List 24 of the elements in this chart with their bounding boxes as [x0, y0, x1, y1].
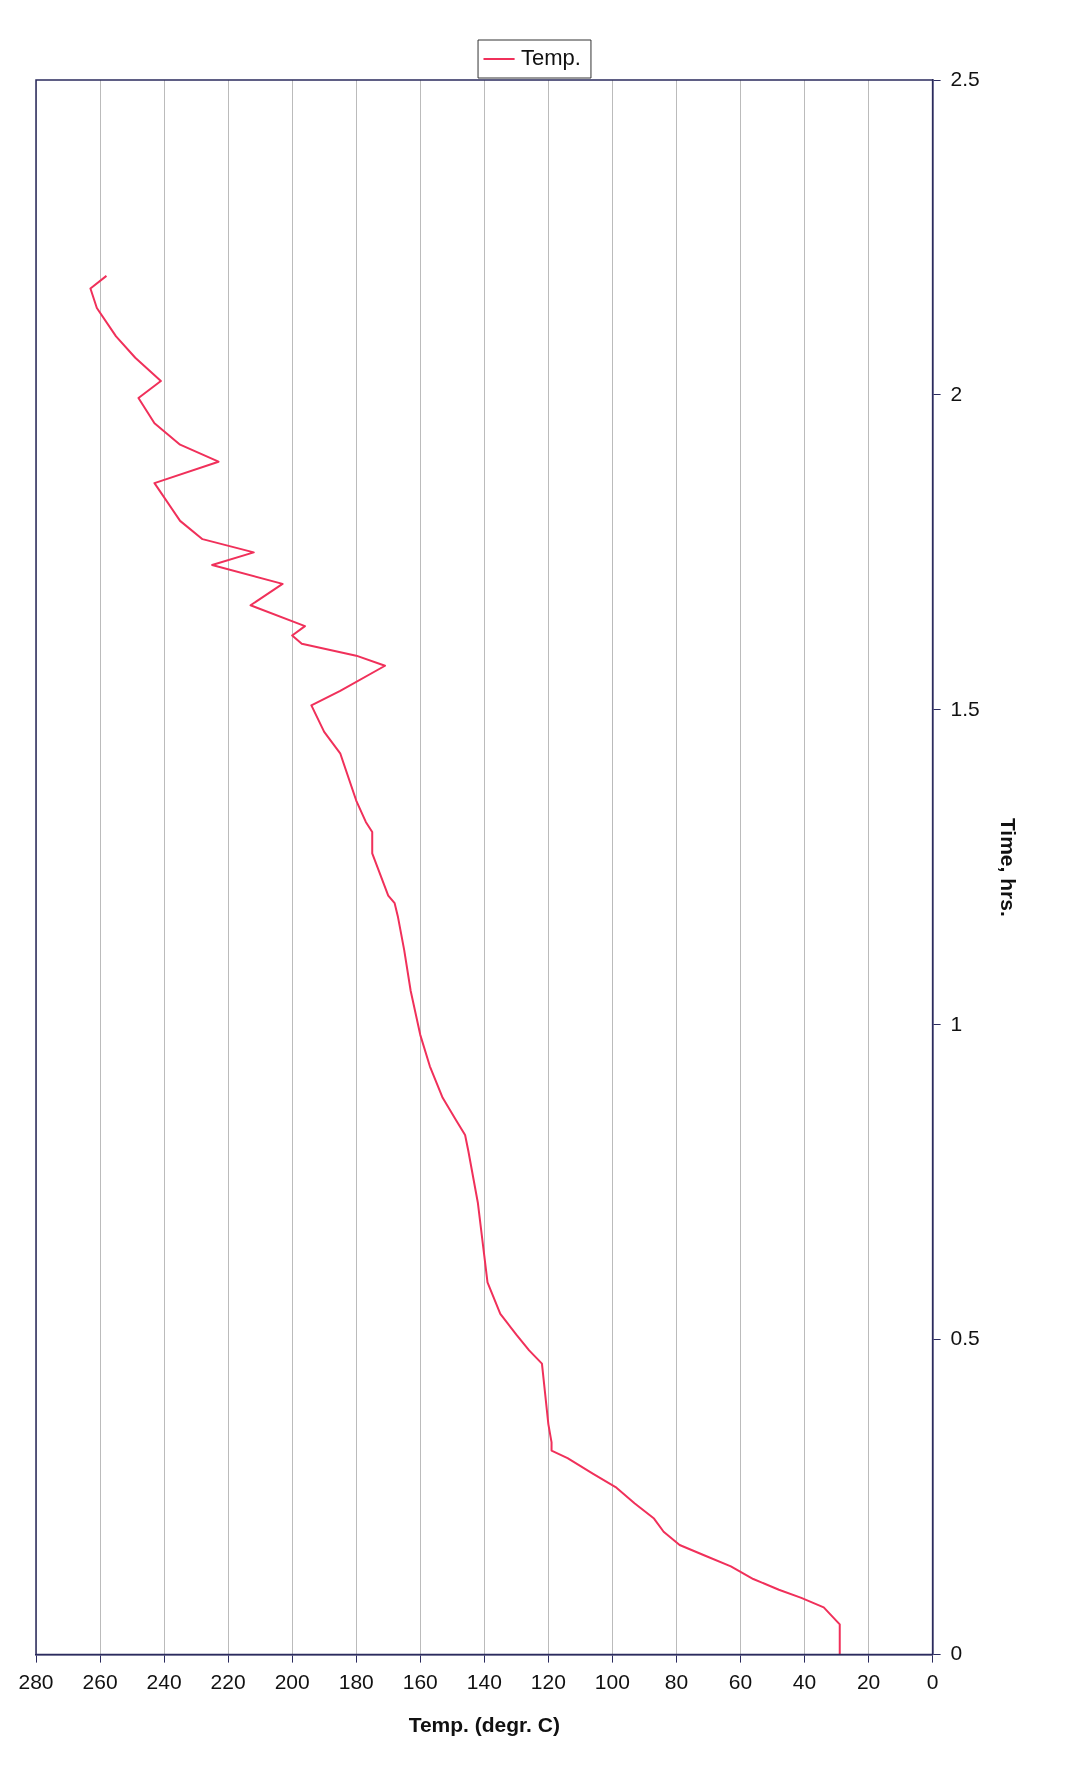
- x-axis-title: Temp. (degr. C): [408, 1713, 560, 1737]
- y-tick-label: 0: [950, 1641, 963, 1665]
- x-tick-label: 60: [728, 1670, 753, 1693]
- x-tick-label: 220: [210, 1670, 246, 1693]
- legend-label: Temp.: [521, 45, 581, 71]
- x-tick-label: 120: [530, 1670, 566, 1693]
- x-tick-label: 180: [338, 1670, 374, 1693]
- x-tick-label: 20: [856, 1670, 881, 1693]
- y-tick-label: 2: [950, 381, 963, 405]
- y-axis-title: Time, hrs.: [996, 817, 1020, 917]
- y-tick-label: 2.5: [950, 66, 980, 90]
- y-tick-label: 0.5: [950, 1326, 980, 1350]
- x-tick-label: 160: [402, 1670, 438, 1693]
- x-tick-label: 260: [82, 1670, 118, 1693]
- x-tick-label: 280: [18, 1670, 54, 1693]
- x-tick-label: 140: [466, 1670, 502, 1693]
- y-tick-label: 1: [950, 1011, 963, 1035]
- x-tick-label: 40: [792, 1670, 817, 1693]
- x-tick-label: 200: [274, 1670, 310, 1693]
- x-tick-label: 100: [594, 1670, 630, 1693]
- y-tick-label: 1.5: [950, 696, 980, 720]
- x-tick-label: 0: [926, 1670, 939, 1693]
- x-tick-label: 80: [664, 1670, 689, 1693]
- x-tick-label: 240: [146, 1670, 182, 1693]
